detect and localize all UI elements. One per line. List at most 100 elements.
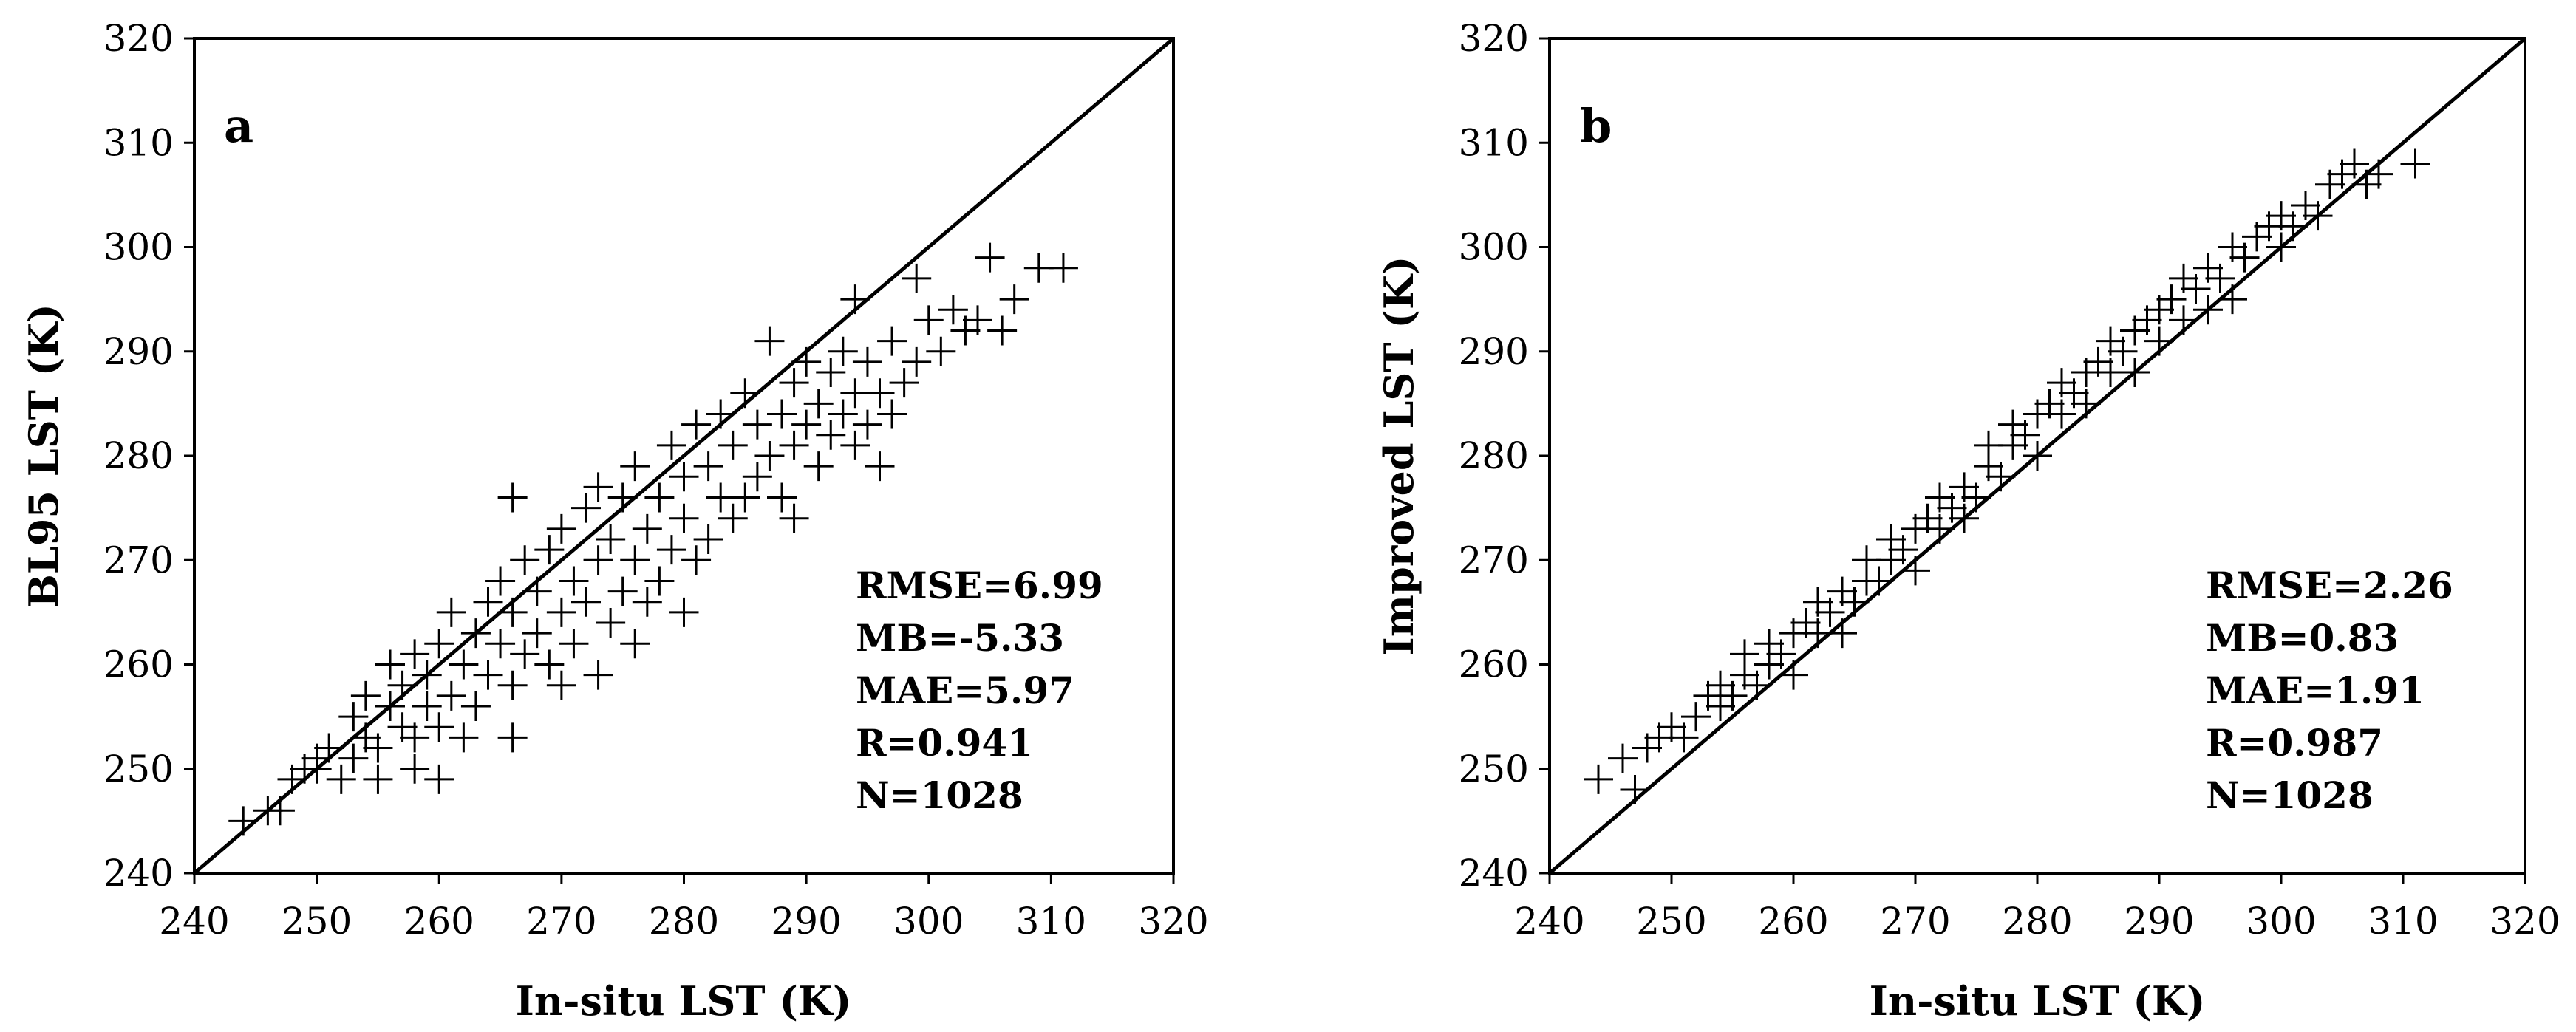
data-point bbox=[2023, 441, 2052, 471]
data-point bbox=[632, 513, 662, 544]
data-point bbox=[338, 702, 369, 732]
data-point bbox=[693, 451, 723, 482]
data-point bbox=[902, 263, 932, 293]
y-tick-label: 240 bbox=[1459, 852, 1529, 895]
data-point bbox=[681, 545, 712, 575]
y-tick-label: 260 bbox=[1459, 643, 1529, 686]
data-point bbox=[987, 315, 1018, 346]
data-point bbox=[522, 576, 552, 606]
y-tick-label: 250 bbox=[1459, 748, 1529, 790]
data-point bbox=[975, 242, 1005, 273]
stats-box: RMSE=6.99 MB=-5.33 MAE=5.97 R=0.941 N=1028 bbox=[856, 564, 1103, 817]
data-point bbox=[460, 618, 491, 649]
data-points bbox=[1584, 148, 2430, 804]
x-axis-title: In-situ LST (K) bbox=[1870, 977, 2206, 1025]
y-axis-title: BL95 LST (K) bbox=[20, 304, 67, 608]
data-point bbox=[460, 691, 491, 721]
data-point bbox=[779, 430, 809, 460]
stats-box: RMSE=2.26 MB=0.83 MAE=1.91 R=0.987 N=1028 bbox=[2206, 564, 2453, 817]
data-point bbox=[1620, 775, 1650, 804]
data-point bbox=[902, 346, 932, 377]
data-point bbox=[412, 691, 442, 721]
data-point bbox=[656, 430, 686, 460]
data-point bbox=[2340, 148, 2369, 179]
data-point bbox=[497, 670, 528, 700]
x-tick-label: 320 bbox=[1138, 900, 1208, 943]
x-tick-label: 300 bbox=[2246, 900, 2316, 943]
data-point bbox=[669, 462, 699, 492]
data-point bbox=[1608, 743, 1638, 773]
y-tick-label: 300 bbox=[103, 226, 174, 269]
data-point bbox=[424, 629, 454, 659]
data-point bbox=[412, 660, 442, 690]
data-points bbox=[228, 242, 1078, 836]
data-point bbox=[485, 629, 516, 659]
data-point bbox=[767, 399, 797, 429]
data-point bbox=[350, 680, 381, 711]
stat-line: N=1028 bbox=[2206, 773, 2374, 817]
x-tick-label: 250 bbox=[282, 900, 352, 943]
data-point bbox=[2108, 336, 2138, 366]
data-point bbox=[2218, 284, 2247, 315]
data-point bbox=[2193, 295, 2223, 325]
x-axis-ticks: 240 250 260 270 280 290 300 310 320 bbox=[1514, 873, 2560, 943]
data-point bbox=[607, 482, 638, 513]
y-axis-ticks: 240 250 260 270 280 290 300 310 320 bbox=[1459, 17, 1550, 895]
data-point bbox=[559, 629, 589, 659]
data-point bbox=[522, 618, 552, 649]
x-tick-label: 270 bbox=[1880, 900, 1950, 943]
scatter-panel-b: 240 250 260 270 280 290 300 310 320 240 250 260 270… bbox=[1375, 17, 2560, 1025]
x-tick-label: 320 bbox=[2490, 900, 2560, 943]
data-point bbox=[2120, 358, 2150, 387]
y-tick-label: 280 bbox=[103, 434, 174, 477]
y-tick-label: 290 bbox=[103, 330, 174, 373]
data-point bbox=[1779, 660, 1808, 690]
data-point bbox=[632, 587, 662, 617]
data-point bbox=[338, 743, 369, 773]
x-axis-ticks: 240 250 260 270 280 290 300 310 320 bbox=[159, 873, 1209, 943]
data-point bbox=[644, 566, 675, 596]
data-point bbox=[718, 430, 748, 460]
data-point bbox=[2205, 263, 2235, 293]
data-point bbox=[852, 409, 882, 440]
data-point bbox=[1584, 764, 1613, 794]
data-point bbox=[1730, 639, 1759, 669]
data-point bbox=[1901, 556, 1930, 586]
y-tick-label: 260 bbox=[103, 643, 174, 686]
data-point bbox=[497, 597, 528, 627]
data-point bbox=[546, 597, 576, 627]
data-point bbox=[473, 587, 503, 617]
data-point bbox=[877, 399, 907, 429]
data-point bbox=[791, 346, 822, 377]
data-point bbox=[706, 399, 736, 429]
data-point bbox=[375, 691, 405, 721]
one-to-one-line bbox=[193, 37, 1175, 875]
data-point bbox=[2266, 232, 2296, 262]
data-point bbox=[559, 566, 589, 596]
data-point bbox=[2071, 389, 2101, 419]
x-tick-label: 310 bbox=[1016, 900, 1086, 943]
data-point bbox=[791, 409, 822, 440]
data-point bbox=[2169, 305, 2198, 335]
data-point bbox=[449, 722, 479, 753]
y-tick-label: 310 bbox=[1459, 121, 1529, 164]
x-tick-label: 310 bbox=[2368, 900, 2438, 943]
data-point bbox=[1681, 702, 1711, 732]
data-point bbox=[963, 305, 992, 335]
panel-label: b bbox=[1580, 99, 1612, 153]
x-tick-label: 280 bbox=[2002, 900, 2072, 943]
data-point bbox=[363, 733, 393, 763]
data-point bbox=[620, 545, 650, 575]
data-point bbox=[926, 336, 956, 366]
x-tick-label: 290 bbox=[771, 900, 841, 943]
data-point bbox=[596, 608, 626, 638]
stat-line: RMSE=2.26 bbox=[2206, 564, 2453, 607]
data-point bbox=[656, 535, 686, 565]
data-point bbox=[510, 545, 540, 575]
data-point bbox=[1949, 503, 1979, 533]
data-point bbox=[730, 482, 760, 513]
data-point bbox=[1888, 535, 1918, 565]
data-point bbox=[816, 358, 846, 387]
stat-line: MB=0.83 bbox=[2206, 616, 2399, 660]
data-point bbox=[363, 764, 393, 794]
